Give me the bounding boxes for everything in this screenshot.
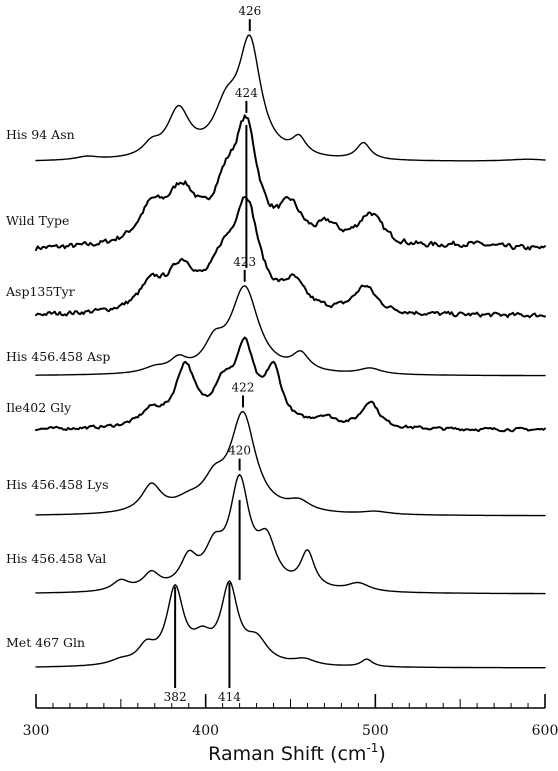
spectra-traces	[35, 34, 546, 669]
x-tick-label: 500	[362, 723, 389, 739]
peak-annotations: 426 424 423 422 420 382 414	[164, 4, 262, 704]
spectrum-line	[35, 34, 546, 162]
peak-label: 426	[238, 4, 261, 18]
spectrum-line	[35, 473, 546, 595]
spectrum-line	[35, 580, 546, 669]
spectrum-line	[35, 336, 546, 433]
x-axis-title: Raman Shift (cm-1)	[208, 741, 386, 765]
peak-label: 420	[228, 444, 251, 458]
peak-label: 414	[218, 690, 241, 704]
x-axis: 300 400 500 600	[23, 694, 558, 739]
peak-label: 423	[233, 255, 256, 269]
spectrum-line	[35, 410, 546, 517]
series-label: Wild Type	[6, 213, 69, 228]
x-tick-label: 300	[23, 723, 50, 739]
x-tick-label: 600	[532, 723, 558, 739]
spectrum-line	[35, 285, 546, 377]
series-label: His 456.458 Lys	[6, 477, 109, 492]
series-label: Asp135Tyr	[5, 284, 75, 299]
series-label: His 94 Asn	[6, 127, 75, 142]
spectrum-line	[35, 196, 546, 319]
peak-label: 422	[232, 380, 255, 394]
series-label: His 456.458 Val	[6, 551, 106, 566]
series-label: His 456.458 Asp	[6, 349, 110, 364]
spectrum-line	[35, 114, 546, 252]
peak-label: 424	[235, 86, 258, 100]
peak-label: 382	[164, 690, 187, 704]
series-label: Ile402 Gly	[6, 400, 72, 415]
series-labels: His 94 Asn Wild Type Asp135Tyr His 456.458 …	[5, 127, 110, 650]
x-tick-label: 400	[192, 723, 219, 739]
series-label: Met 467 Gln	[6, 635, 85, 650]
